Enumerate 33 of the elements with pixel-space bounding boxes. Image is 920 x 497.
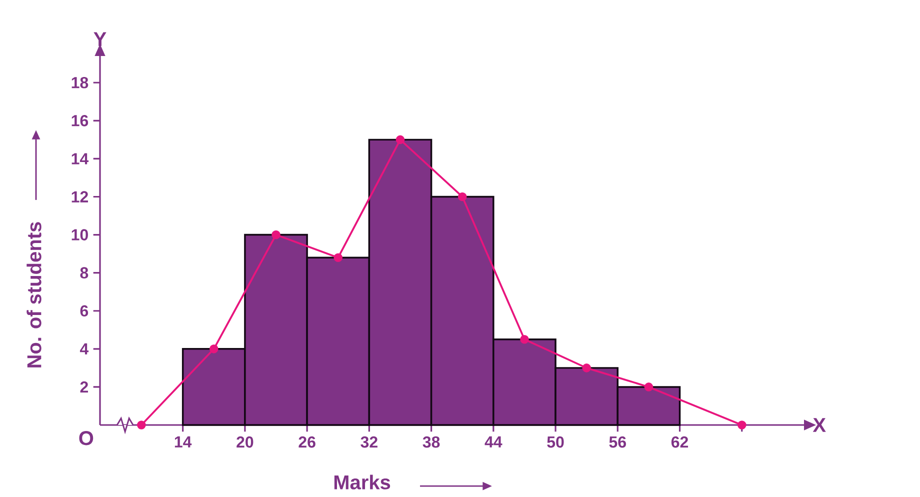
y-tick-label: 18 xyxy=(72,76,88,88)
text: X xyxy=(812,418,826,432)
x-tick-label: 62 xyxy=(671,436,688,448)
x-axis-title: Marks xyxy=(334,474,390,490)
y-tick-label: 10 xyxy=(72,229,88,240)
y-tick-label: 4 xyxy=(80,343,89,354)
text: O xyxy=(79,431,94,446)
x-tick-label: 32 xyxy=(360,436,378,448)
x-tick-label: 38 xyxy=(422,436,440,448)
x-tick-label: 56 xyxy=(609,436,626,448)
point xyxy=(520,335,529,344)
point xyxy=(272,230,280,240)
point xyxy=(137,420,146,430)
point xyxy=(209,344,218,354)
y-tick-label: 16 xyxy=(72,115,88,126)
y-tick-label: 2 xyxy=(80,381,88,393)
x-tick-label: 20 xyxy=(236,436,254,448)
text: Y xyxy=(94,32,106,46)
point xyxy=(737,420,746,430)
x-tick-label: 26 xyxy=(298,436,316,448)
y-tick-label: 6 xyxy=(80,305,88,317)
x-tick-label: 14 xyxy=(174,436,192,448)
y-tick-label: 12 xyxy=(72,191,88,202)
x-tick-label: 50 xyxy=(547,436,564,448)
y-tick-label: 14 xyxy=(72,153,89,164)
point xyxy=(334,253,343,262)
point xyxy=(458,192,467,202)
y-axis-title: No. of students xyxy=(26,222,42,368)
y-tick-label: 8 xyxy=(80,267,88,278)
point xyxy=(582,364,591,372)
point xyxy=(396,135,405,144)
x-tick-label: 44 xyxy=(484,436,502,448)
point xyxy=(644,382,654,392)
